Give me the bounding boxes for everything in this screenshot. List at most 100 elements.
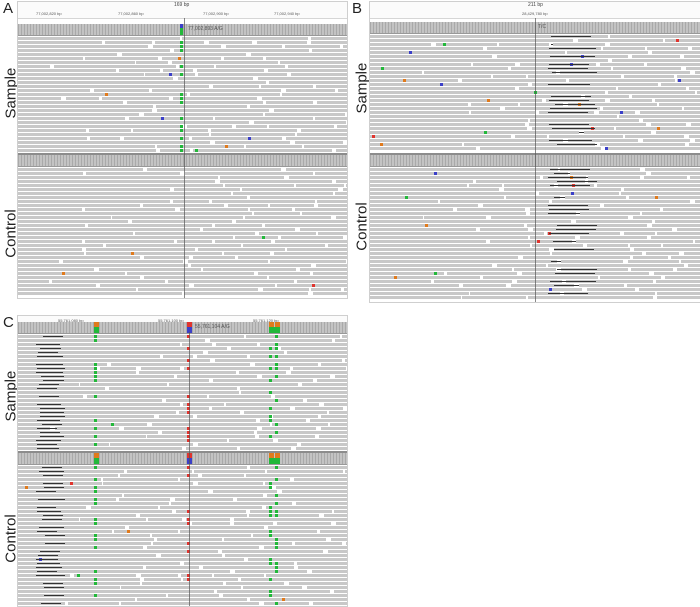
sequence-read — [370, 220, 468, 223]
sequence-read — [220, 176, 284, 179]
sequence-read — [144, 256, 189, 259]
mismatch-base — [77, 574, 80, 577]
mismatch-base — [94, 534, 97, 537]
mismatch-base — [70, 482, 73, 485]
mismatch-base — [94, 375, 97, 378]
sequence-read — [269, 81, 347, 84]
deletion-gap — [548, 205, 588, 206]
sequence-read — [213, 85, 259, 88]
mismatch-base — [187, 395, 190, 398]
sequence-read — [128, 359, 210, 362]
deletion-gap — [45, 535, 65, 536]
sequence-read — [570, 172, 646, 175]
sequence-read — [627, 284, 700, 287]
deletion-gap — [37, 448, 57, 449]
sequence-read — [417, 184, 467, 187]
sequence-read — [681, 260, 700, 263]
deletion-gap — [554, 285, 594, 286]
sequence-read — [539, 192, 619, 195]
sequence-read — [180, 208, 248, 211]
sequence-read — [370, 35, 496, 38]
sequence-read — [18, 89, 90, 92]
sequence-read — [560, 71, 690, 74]
sequence-read — [18, 85, 145, 88]
sequence-read — [18, 407, 122, 410]
sequence-read — [370, 196, 409, 199]
sequence-read — [18, 69, 116, 72]
sequence-read — [300, 268, 347, 271]
sequence-read — [330, 423, 347, 426]
sequence-read — [153, 542, 292, 545]
sequence-read — [651, 172, 700, 175]
mismatch-base — [269, 419, 272, 422]
sequence-read — [262, 427, 316, 430]
sequence-read — [262, 97, 347, 100]
sequence-read — [18, 590, 120, 593]
sequence-read — [315, 172, 347, 175]
sequence-read — [647, 63, 700, 66]
sequence-read — [250, 598, 347, 601]
mismatch-base — [180, 45, 183, 48]
sequence-read — [689, 143, 700, 146]
sequence-read — [286, 89, 335, 92]
sequence-read — [182, 343, 212, 346]
sequence-read — [55, 427, 119, 430]
sequence-read — [18, 212, 151, 215]
sequence-read — [301, 443, 347, 446]
sequence-read — [370, 127, 443, 130]
sequence-read — [18, 244, 76, 247]
deletion-gap — [42, 499, 62, 500]
panel-c-tick-label: 55,761,100 bp — [158, 318, 184, 323]
sequence-read — [18, 180, 125, 183]
sequence-read — [473, 63, 515, 66]
sequence-read — [66, 363, 107, 366]
sequence-read — [370, 296, 461, 299]
sequence-read — [153, 45, 221, 48]
sequence-read — [176, 510, 246, 513]
sequence-read — [243, 244, 325, 247]
sequence-read — [624, 232, 655, 235]
sequence-read — [268, 526, 347, 529]
sequence-read — [45, 292, 182, 295]
sequence-read — [343, 45, 347, 48]
mismatch-base — [187, 431, 190, 434]
sequence-read — [146, 566, 199, 569]
deletion-gap — [554, 249, 594, 250]
sequence-read — [178, 77, 253, 80]
sequence-read — [315, 117, 347, 120]
deletion-gap — [37, 563, 57, 564]
sequence-read — [51, 168, 143, 171]
sequence-read — [370, 276, 450, 279]
sequence-read — [103, 482, 193, 485]
sequence-read — [250, 105, 347, 108]
sequence-read — [695, 200, 700, 203]
deletion-gap — [37, 575, 57, 576]
sequence-read — [619, 115, 700, 118]
sequence-read — [133, 129, 208, 132]
sequence-read — [370, 139, 450, 142]
sequence-read — [144, 276, 267, 279]
sequence-read — [267, 470, 343, 473]
sequence-read — [447, 272, 517, 275]
sequence-read — [438, 67, 508, 70]
deletion-gap — [38, 555, 58, 556]
deletion-gap — [39, 527, 59, 528]
sequence-read — [18, 391, 128, 394]
sequence-read — [127, 272, 254, 275]
mismatch-base — [94, 466, 97, 469]
sequence-read — [67, 431, 158, 434]
deletion-gap — [548, 112, 588, 113]
sequence-read — [420, 252, 550, 255]
sequence-read — [276, 486, 347, 489]
mismatch-base — [269, 506, 272, 509]
sequence-read — [564, 292, 655, 295]
sequence-read — [87, 176, 218, 179]
sequence-read — [110, 443, 193, 446]
mismatch-base — [275, 514, 278, 517]
sequence-read — [18, 41, 102, 44]
sequence-read — [370, 51, 473, 54]
sequence-read — [287, 248, 347, 251]
deletion-gap — [555, 104, 595, 105]
sequence-read — [163, 69, 193, 72]
sequence-read — [141, 574, 178, 577]
